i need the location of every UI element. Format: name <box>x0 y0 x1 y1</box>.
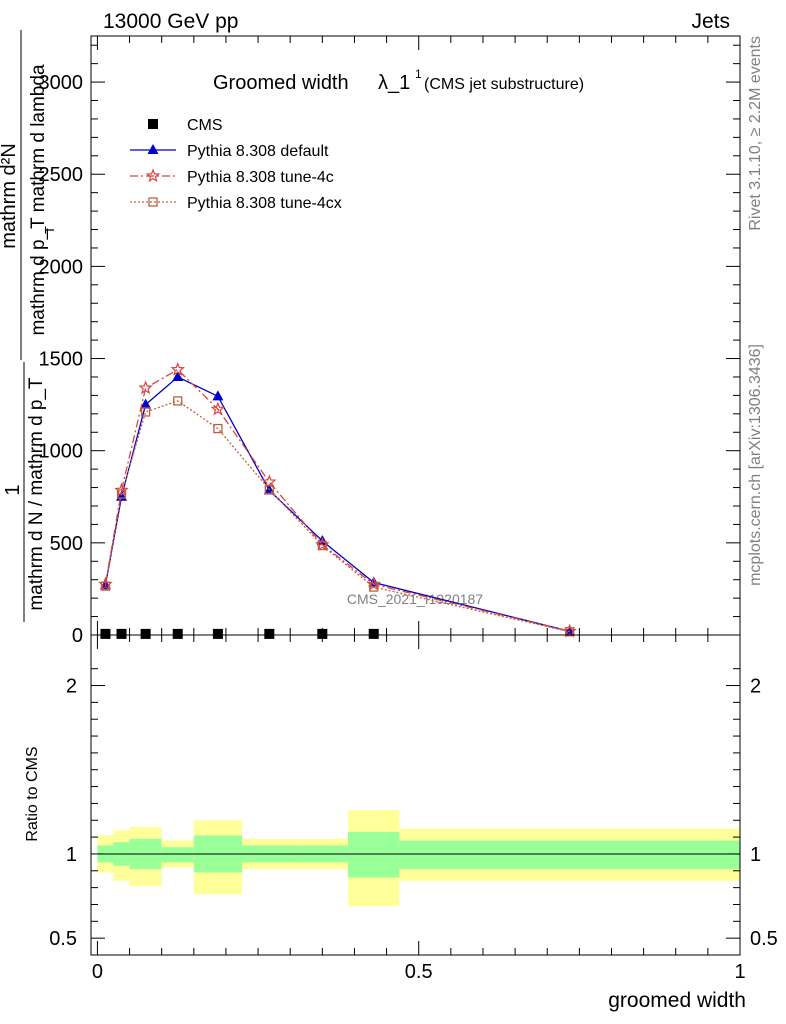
ylabel-prefix-bottom: mathrm d N / mathrm d p_T <box>26 377 47 611</box>
main-series <box>98 361 577 639</box>
data-point <box>172 370 184 381</box>
data-point <box>212 628 223 639</box>
legend-label: Pythia 8.308 tune-4c <box>187 169 334 186</box>
legend-label: Pythia 8.308 tune-4cx <box>187 195 342 212</box>
x-axis-label: groomed width <box>608 989 746 1012</box>
series-2 <box>98 361 577 638</box>
ratio-inner-band <box>161 847 194 863</box>
data-point <box>140 628 151 639</box>
ratio-x-ticks: 0 0.5 1 <box>92 635 746 983</box>
data-point <box>565 627 575 637</box>
ratio-y-tick-label-right: 2 <box>750 676 761 698</box>
ratio-bands <box>97 810 740 907</box>
x-tick-label: 1 <box>734 961 745 983</box>
y-tick-label: 2500 <box>39 164 84 186</box>
rivet-version: Rivet 3.1.10, ≥ 2.2M events <box>747 36 764 231</box>
x-tick-label: 0.5 <box>405 961 433 983</box>
data-point <box>264 484 274 495</box>
data-point <box>264 628 275 639</box>
legend: CMS Pythia 8.308 default Pythia 8.308 tune… <box>130 117 342 212</box>
data-point <box>140 407 151 417</box>
legend-marker <box>148 197 158 207</box>
data-point <box>213 423 223 434</box>
data-point <box>212 390 224 401</box>
data-point <box>368 628 379 639</box>
legend-label: Pythia 8.308 default <box>187 143 329 160</box>
x-tick-label: 0 <box>92 961 103 983</box>
ylabel-prefix-top: 1 <box>2 484 24 495</box>
data-point <box>369 582 379 592</box>
plot-title: Groomed width λ_1 1 (CMS jet substructur… <box>213 67 584 94</box>
series-line <box>104 368 570 632</box>
data-point <box>317 628 328 639</box>
ylabel-fraction-top: mathrm d²N <box>0 143 20 249</box>
watermark: CMS_2021_I1920187 <box>347 591 483 607</box>
ratio-y-tick-label: 0.5 <box>49 928 77 950</box>
data-point <box>140 398 152 409</box>
ratio-panel: 0.5 0.51 12 2 0 0.5 1 Ratio to CMS groomed wi… <box>24 634 778 1012</box>
series-1 <box>99 370 576 636</box>
series-0 <box>100 628 379 639</box>
ylabel-fraction-bottom: mathrm d p_T mathrm d lambda <box>28 64 49 335</box>
ratio-y-ticks: 0.5 0.5 1 1 2 2 <box>49 668 778 950</box>
data-point <box>100 628 111 639</box>
y-tick-label: 1000 <box>39 441 84 463</box>
data-point <box>173 396 183 406</box>
ylabel-subscript: T <box>42 226 57 234</box>
title-lambda: λ_1 <box>378 72 410 94</box>
data-point <box>368 576 380 587</box>
data-point <box>172 628 183 639</box>
data-point <box>114 482 129 497</box>
title-sup: 1 <box>415 67 422 81</box>
header-energy: 13000 GeV pp <box>103 10 238 33</box>
header-jets: Jets <box>691 10 730 33</box>
mcplots-reference: mcplots.cern.ch [arXiv:1306.3436] <box>747 344 764 586</box>
series-line <box>104 376 570 632</box>
series-3 <box>100 396 575 637</box>
y-tick-label: 2000 <box>39 256 84 278</box>
ratio-y-label: Ratio to CMS <box>24 746 41 841</box>
title-main: Groomed width <box>213 72 349 94</box>
title-sub: (CMS jet substructure) <box>424 76 584 93</box>
ratio-inner-band <box>399 840 740 870</box>
y-tick-label: 0 <box>72 625 83 647</box>
data-point <box>138 380 153 395</box>
legend-label: CMS <box>187 117 223 134</box>
ratio-y-tick-label-right: 0.5 <box>750 928 778 950</box>
ratio-frame <box>90 634 741 956</box>
ratio-y-tick-label: 1 <box>66 844 77 866</box>
main-y-ticks: 0 500 1000 1500 2000 2500 3000 <box>39 44 740 647</box>
y-tick-label: 500 <box>50 533 83 555</box>
data-point <box>116 628 127 639</box>
data-point <box>262 474 277 489</box>
data-point <box>210 401 226 416</box>
series-line <box>104 400 570 633</box>
ratio-inner-band <box>348 832 400 878</box>
main-y-label: 1 mathrm d N / mathrm d p_T mathrm d²N m… <box>0 30 57 622</box>
y-tick-label: 1500 <box>39 349 84 371</box>
data-point <box>116 489 127 499</box>
ratio-y-tick-label-right: 1 <box>750 844 761 866</box>
ratio-y-tick-label: 2 <box>66 676 77 698</box>
legend-marker <box>145 168 161 183</box>
data-point <box>170 361 186 376</box>
legend-marker <box>147 144 159 154</box>
legend-marker <box>148 119 158 129</box>
main-x-ticks <box>96 36 741 635</box>
data-point <box>100 581 111 591</box>
data-point <box>317 540 327 551</box>
main-panel: 0 500 1000 1500 2000 2500 3000 CMS_2021_I19201… <box>39 35 741 647</box>
y-tick-label: 3000 <box>39 72 84 94</box>
